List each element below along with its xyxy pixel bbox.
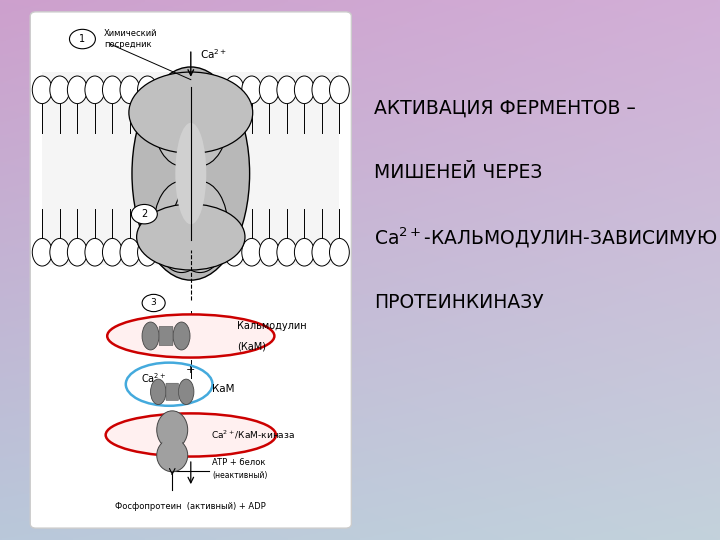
- Ellipse shape: [50, 76, 70, 104]
- Text: посредник: посредник: [104, 39, 152, 49]
- Ellipse shape: [138, 76, 158, 104]
- Ellipse shape: [32, 239, 52, 266]
- Ellipse shape: [107, 314, 274, 357]
- Text: Ca$^{2+}$-КАЛЬМОДУЛИН-ЗАВИСИМУЮ: Ca$^{2+}$-КАЛЬМОДУЛИН-ЗАВИСИМУЮ: [374, 225, 718, 250]
- Ellipse shape: [259, 76, 279, 104]
- Text: АКТИВАЦИЯ ФЕРМЕНТОВ –: АКТИВАЦИЯ ФЕРМЕНТОВ –: [374, 98, 636, 118]
- Text: КаМ: КаМ: [212, 384, 235, 394]
- Ellipse shape: [176, 123, 207, 224]
- Ellipse shape: [150, 379, 166, 404]
- Circle shape: [142, 294, 165, 312]
- Text: 1: 1: [79, 34, 86, 44]
- Circle shape: [69, 29, 95, 49]
- FancyBboxPatch shape: [30, 12, 351, 528]
- Text: МИШЕНЕЙ ЧЕРЕЗ: МИШЕНЕЙ ЧЕРЕЗ: [374, 163, 543, 183]
- Ellipse shape: [277, 76, 297, 104]
- Ellipse shape: [224, 239, 244, 266]
- Text: (КаМ): (КаМ): [238, 341, 266, 351]
- Text: Ca$^{2+}$/КаМ-киназа: Ca$^{2+}$/КаМ-киназа: [211, 429, 295, 441]
- Ellipse shape: [32, 76, 52, 104]
- Ellipse shape: [259, 239, 279, 266]
- Ellipse shape: [120, 76, 140, 104]
- Ellipse shape: [138, 239, 158, 266]
- Ellipse shape: [294, 239, 314, 266]
- Ellipse shape: [50, 239, 70, 266]
- Ellipse shape: [179, 379, 194, 404]
- Text: 2: 2: [141, 209, 148, 219]
- Ellipse shape: [68, 76, 87, 104]
- FancyBboxPatch shape: [159, 326, 173, 346]
- FancyBboxPatch shape: [162, 432, 182, 453]
- Text: Ca$^{2+}$: Ca$^{2+}$: [200, 48, 228, 61]
- Ellipse shape: [242, 239, 261, 266]
- Ellipse shape: [330, 76, 349, 104]
- Ellipse shape: [157, 411, 188, 449]
- Ellipse shape: [242, 76, 261, 104]
- Ellipse shape: [106, 414, 276, 456]
- Ellipse shape: [153, 75, 210, 166]
- Ellipse shape: [120, 239, 140, 266]
- Ellipse shape: [142, 322, 159, 350]
- Ellipse shape: [132, 67, 250, 280]
- Ellipse shape: [312, 76, 332, 104]
- Ellipse shape: [137, 204, 245, 270]
- Text: Фосфопротеин  (активный) + ADP: Фосфопротеин (активный) + ADP: [115, 502, 266, 510]
- Ellipse shape: [157, 439, 188, 472]
- Circle shape: [132, 205, 158, 224]
- Ellipse shape: [85, 239, 104, 266]
- Ellipse shape: [172, 75, 228, 166]
- Ellipse shape: [153, 181, 210, 273]
- Ellipse shape: [294, 76, 314, 104]
- Polygon shape: [42, 72, 339, 265]
- Ellipse shape: [277, 239, 297, 266]
- Ellipse shape: [224, 76, 244, 104]
- Text: Ca$^{2+}$: Ca$^{2+}$: [141, 371, 166, 384]
- Text: Кальмодулин: Кальмодулин: [238, 321, 307, 331]
- Text: ПРОТЕИНКИНАЗУ: ПРОТЕИНКИНАЗУ: [374, 293, 544, 312]
- Ellipse shape: [85, 76, 104, 104]
- FancyBboxPatch shape: [166, 383, 179, 401]
- Ellipse shape: [129, 72, 253, 153]
- Text: +: +: [186, 365, 196, 375]
- Text: 3: 3: [150, 299, 156, 307]
- Ellipse shape: [102, 239, 122, 266]
- Text: Химический: Химический: [104, 30, 158, 38]
- Ellipse shape: [68, 239, 87, 266]
- Ellipse shape: [173, 322, 190, 350]
- Text: ATP + белок: ATP + белок: [212, 458, 266, 468]
- Text: (неактивный): (неактивный): [212, 471, 268, 480]
- Ellipse shape: [102, 76, 122, 104]
- Ellipse shape: [312, 239, 332, 266]
- Ellipse shape: [172, 181, 228, 273]
- Ellipse shape: [330, 239, 349, 266]
